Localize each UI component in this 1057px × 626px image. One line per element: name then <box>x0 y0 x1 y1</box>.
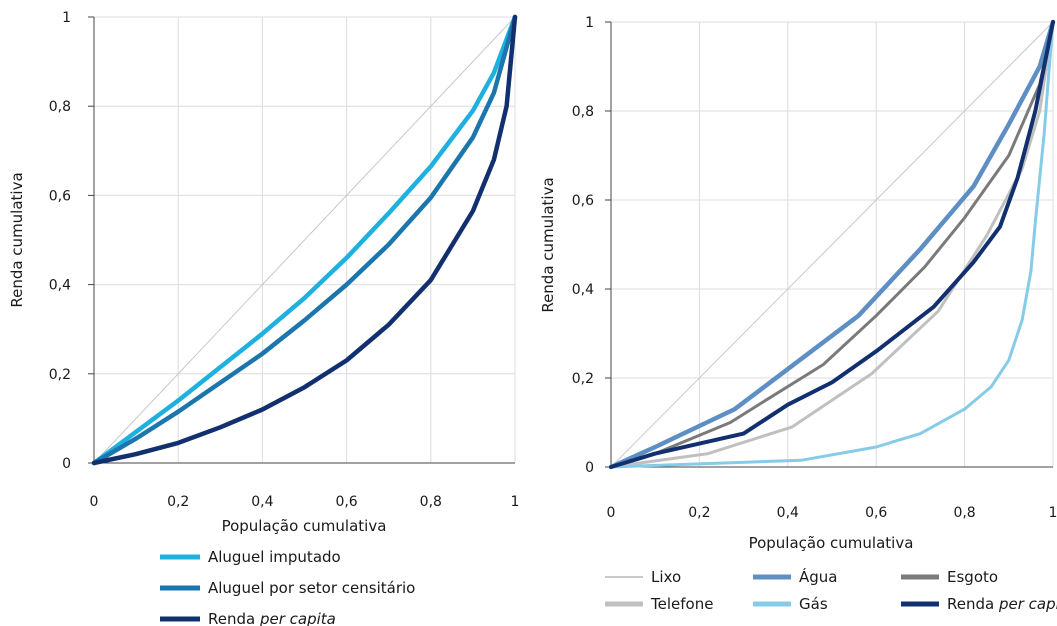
x-tick-label: 0 <box>90 494 99 510</box>
legend-label: Aluguel imputado <box>208 548 341 566</box>
x-tick-label: 0 <box>607 505 616 521</box>
equality-line <box>93 16 516 464</box>
legend-label-part: Renda <box>208 610 260 626</box>
chart-1: 0 0,2 0,4 0,6 0,8 1 0 0,2 0,4 0,6 0,8 1 População cu… <box>8 10 519 626</box>
x-tick-label: 0,8 <box>953 505 975 521</box>
series-line-4 <box>609 20 1055 469</box>
series-line-2 <box>608 19 1056 470</box>
y-tick-label: 0,8 <box>49 99 71 115</box>
legend-label-part: Renda <box>947 595 999 613</box>
y-tick-label: 1 <box>62 10 71 26</box>
legend-label-part: per capita <box>998 595 1057 613</box>
y-tick-label: 0,6 <box>572 193 594 209</box>
legend-label: Gás <box>799 595 828 613</box>
series-line-2 <box>91 14 518 466</box>
series-line-5 <box>609 20 1055 469</box>
chart-2: 0 0,2 0,4 0,6 0,8 1 0 0,2 0,4 0,6 0,8 1 População cu… <box>539 15 1057 613</box>
legend-label: Telefone <box>650 595 713 613</box>
y-tick-label: 0 <box>585 460 594 476</box>
legend-label-part: per capita <box>259 610 336 626</box>
x-tick-label: 0,2 <box>167 494 189 510</box>
y-axis-title: Renda cumulativa <box>539 177 557 312</box>
legend-label: Esgoto <box>947 568 998 586</box>
y-tick-label: 0,8 <box>572 104 594 120</box>
y-tick-label: 0,2 <box>572 371 594 387</box>
y-tick-label: 1 <box>585 15 594 31</box>
y-tick-label: 0,4 <box>49 278 71 294</box>
y-tick-label: 0,4 <box>572 282 594 298</box>
x-tick-label: 0,4 <box>777 505 799 521</box>
x-tick-label: 1 <box>1049 505 1057 521</box>
x-tick-label: 0,2 <box>688 505 710 521</box>
x-tick-label: 0,6 <box>865 505 887 521</box>
x-tick-label: 1 <box>511 494 520 510</box>
legend-label: Aluguel por setor censitário <box>208 579 415 597</box>
series-line-1 <box>610 21 1054 468</box>
series-line-1 <box>91 14 518 466</box>
series-line-3 <box>91 14 518 466</box>
x-tick-label: 0,6 <box>335 494 357 510</box>
x-axis-title: População cumulativa <box>222 517 387 535</box>
series-line-3 <box>609 20 1055 469</box>
legend-label: Renda per capita <box>208 610 336 626</box>
y-tick-label: 0,6 <box>49 188 71 204</box>
y-tick-label: 0,2 <box>49 367 71 383</box>
x-axis-title: População cumulativa <box>749 534 914 552</box>
y-axis-title: Renda cumulativa <box>8 172 26 307</box>
legend-label: Água <box>799 567 837 586</box>
legend-label: Lixo <box>651 568 681 586</box>
x-tick-label: 0,8 <box>420 494 442 510</box>
legend-label: Renda per capita <box>947 595 1057 613</box>
x-tick-label: 0,4 <box>251 494 273 510</box>
y-tick-label: 0 <box>62 456 71 472</box>
series-line-6 <box>609 20 1055 469</box>
